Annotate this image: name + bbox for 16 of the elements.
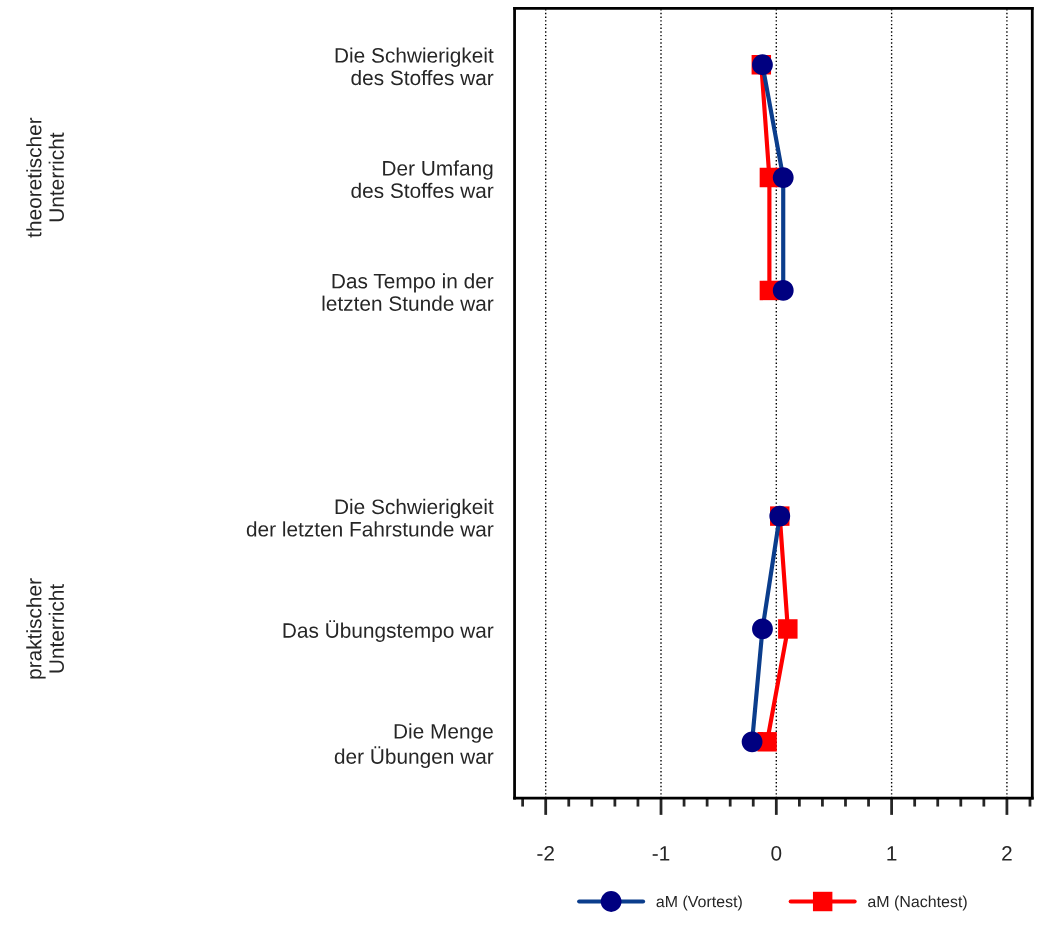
legend-label: aM (Vortest) [656, 895, 742, 911]
legend-label: aM (Nachtest) [868, 895, 967, 911]
text: praktischer Unterricht [26, 578, 64, 679]
y-tick-label: Die Schwierigkeit der letzten Fahrstunde war [246, 498, 494, 537]
y-tick-label: Der Umfang des Stoffes war [351, 160, 494, 199]
x-tick-label: -1 [652, 846, 670, 861]
y-tick-label: Das Tempo in der letzten Stunde war [322, 273, 494, 311]
x-tick-label: 2 [1002, 845, 1012, 861]
y-tick-label: Die Menge der Übungen war [334, 723, 494, 769]
y-tick-label: Das Übungstempo war [283, 620, 494, 642]
x-tick-label: 1 [887, 846, 897, 861]
x-tick-label: 0 [771, 845, 782, 861]
y-tick-label: Die Schwierigkeit des Stoffes war [335, 47, 494, 86]
x-tick-label: -2 [537, 845, 554, 861]
point [778, 619, 798, 639]
text: theoretischer Unterricht [26, 117, 64, 238]
